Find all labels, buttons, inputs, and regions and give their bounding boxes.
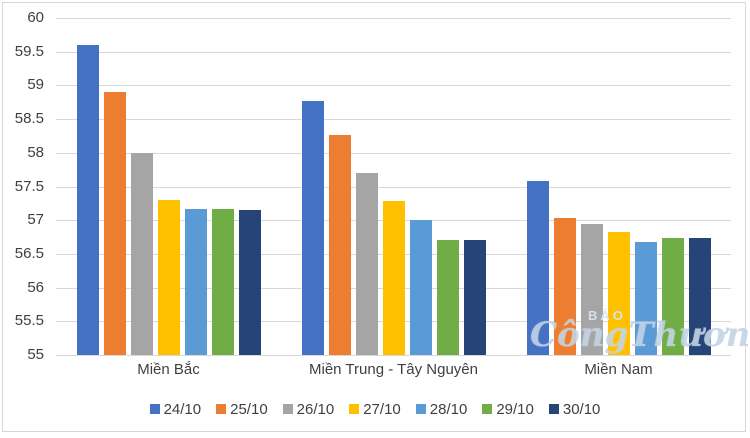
category-label: Miền Bắc [137,361,200,378]
y-tick-label: 55 [27,346,44,363]
legend-label: 25/10 [230,400,268,418]
legend-item: 28/10 [415,400,468,418]
gridline [56,355,731,356]
bar [382,201,405,355]
legend-label: 27/10 [363,400,401,418]
bar-groups [56,18,731,355]
bar [355,173,378,355]
bar [184,208,207,355]
legend-swatch-icon [548,404,559,414]
y-tick-label: 56 [27,278,44,296]
bar [688,238,711,355]
legend-item: 29/10 [482,401,534,418]
gridline [56,18,731,19]
bar [328,134,351,355]
bar [76,45,99,355]
legend-item: 24/10 [149,400,202,418]
legend-label: 30/10 [562,400,601,418]
bar [238,210,261,355]
y-tick-label: 55.5 [14,312,44,330]
legend-swatch-icon [216,404,227,414]
bar [553,217,576,355]
y-tick-label: 58.5 [14,110,44,128]
bar [607,231,630,355]
category-label: Miền Trung - Tây Nguyên [309,361,478,378]
legend-swatch-icon [415,404,426,414]
y-axis: 60 59.5 59 58.5 58 57.5 57 56.5 56 55.5 55 [0,9,48,363]
gridline [56,119,731,121]
legend-label: 24/10 [163,400,202,418]
gridline [56,186,731,188]
y-tick-label: 57 [27,211,44,229]
bar [661,237,684,355]
bar [580,223,603,355]
bar [157,200,180,355]
category-label: Miền Nam [584,361,653,378]
bar [103,92,126,355]
bar [211,208,234,355]
legend: 24/10 25/10 26/10 27/10 28/10 29/10 30/10 [0,397,750,421]
bar [130,152,153,355]
bar-group [56,18,281,355]
legend-item: 27/10 [349,401,401,418]
legend-label: 28/10 [429,400,468,418]
legend-swatch-icon [482,404,493,414]
gridline [56,152,731,154]
y-tick-label: 56.5 [14,244,44,262]
legend-swatch-icon [349,404,360,414]
y-tick-label: 57.5 [14,177,44,195]
bar [463,240,486,355]
x-axis: Miền Bắc Miền Trung - Tây Nguyên Miền Nam [56,361,731,383]
y-tick-label: 59.5 [14,42,44,60]
y-tick-label: 60 [27,9,44,26]
gridline [56,85,731,87]
legend-item: 26/10 [282,400,335,418]
legend-swatch-icon [149,404,160,414]
y-tick-label: 58 [27,143,44,161]
bar [409,220,432,355]
bar [301,100,324,355]
legend-item: 30/10 [548,400,601,418]
y-tick-label: 59 [27,76,44,94]
bar [526,181,549,355]
gridline [56,51,731,53]
bar [436,240,459,355]
legend-swatch-icon [282,404,293,414]
bar [634,242,657,355]
plot-area [56,18,731,356]
legend-label: 26/10 [296,400,335,418]
bar-group [281,18,506,355]
legend-label: 29/10 [496,400,534,418]
legend-item: 25/10 [216,401,268,418]
bar-group [506,18,731,355]
